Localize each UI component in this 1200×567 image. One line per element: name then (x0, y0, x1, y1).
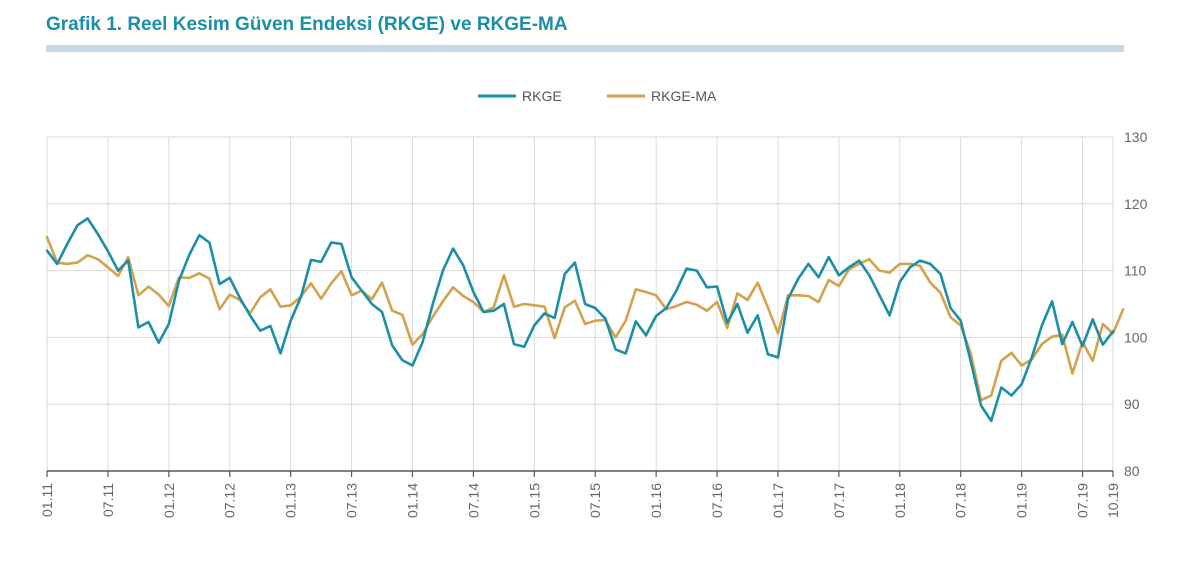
x-tick-label: 01.16 (648, 483, 664, 518)
x-tick-label: 07.16 (709, 483, 725, 518)
x-tick-label: 07.12 (222, 483, 238, 518)
x-tick-label: 07.15 (587, 483, 603, 518)
y-tick-label: 120 (1124, 196, 1148, 212)
series-lines (45, 217, 1125, 423)
x-tick-label: 07.18 (953, 483, 969, 518)
y-axis-labels: 80 90 100 110 120 130 (1124, 129, 1148, 479)
title-underline (46, 45, 1124, 52)
x-tick-label: 07.11 (100, 483, 116, 517)
grid-lines (46, 136, 1114, 471)
y-tick-label: 80 (1124, 463, 1140, 479)
x-tick-label: 07.13 (344, 483, 360, 518)
y-tick-label: 130 (1124, 129, 1148, 145)
x-tick-label: 10.19 (1105, 483, 1121, 518)
legend: RKGE RKGE-MA (478, 88, 717, 104)
legend-label-rkge-ma: RKGE-MA (651, 88, 717, 104)
y-tick-label: 110 (1124, 263, 1147, 279)
x-tick-label: 01.17 (770, 483, 786, 518)
x-tick-label: 01.19 (1014, 483, 1030, 518)
series-line-rkge-ma (45, 235, 1125, 402)
y-tick-label: 100 (1124, 329, 1148, 345)
legend-label-rkge: RKGE (522, 88, 562, 104)
x-tick-label: 01.13 (283, 483, 299, 518)
series-line-rkge (45, 217, 1115, 423)
y-tick-label: 90 (1124, 396, 1140, 412)
x-axis-labels: 01.11 07.11 01.12 07.12 01.13 07.13 01.14 07.14… (39, 483, 1121, 518)
x-tick-label: 01.14 (404, 483, 420, 518)
x-tick-label: 01.12 (161, 483, 177, 518)
x-tick-label: 07.19 (1075, 483, 1091, 518)
x-tick-label: 07.17 (831, 483, 847, 518)
x-tick-label: 01.18 (892, 483, 908, 518)
x-tick-label: 07.14 (465, 483, 481, 518)
x-tick-label: 01.15 (526, 483, 542, 518)
chart-title: Grafik 1. Reel Kesim Güven Endeksi (RKGE… (46, 14, 568, 35)
x-axis (46, 470, 1114, 477)
x-tick-label: 01.11 (39, 483, 55, 517)
